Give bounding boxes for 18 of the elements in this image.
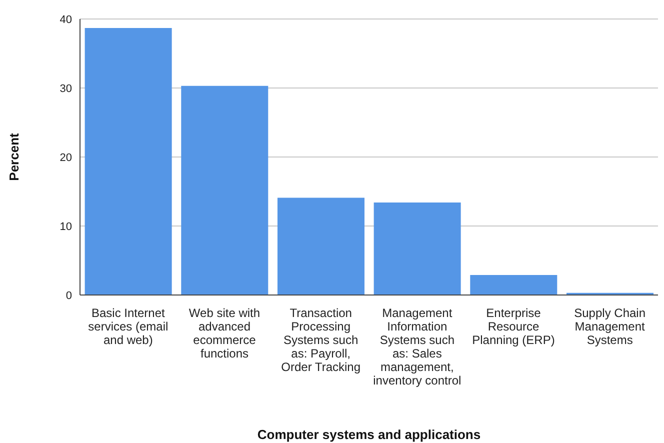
- x-tick-label: Basic Internet services (email and web): [88, 306, 168, 347]
- bar: [277, 198, 364, 295]
- x-tick-label: Transaction Processing Systems such as: Payroll, Order Tracking: [281, 306, 361, 374]
- x-tick-label: Enterprise Resource Planning (ERP): [472, 306, 555, 347]
- y-tick-label: 20: [60, 152, 72, 164]
- x-tick-label: Management Information Systems such as: Sales management, inventory control: [373, 306, 462, 388]
- x-axis-title: Computer systems and applications: [257, 427, 481, 442]
- y-tick-label: 30: [60, 82, 72, 95]
- y-tick-label: 40: [60, 14, 72, 26]
- bar: [374, 202, 461, 295]
- x-tick-label: Web site with advanced ecommerce functions: [188, 306, 260, 360]
- bar: [84, 28, 172, 295]
- bar: [181, 86, 268, 295]
- x-tick-label: Supply Chain Management Systems: [574, 306, 646, 347]
- y-tick-label: 10: [60, 220, 72, 233]
- bar: [470, 274, 558, 295]
- y-tick-label: 0: [66, 290, 72, 302]
- y-axis-title: Percent: [6, 132, 22, 181]
